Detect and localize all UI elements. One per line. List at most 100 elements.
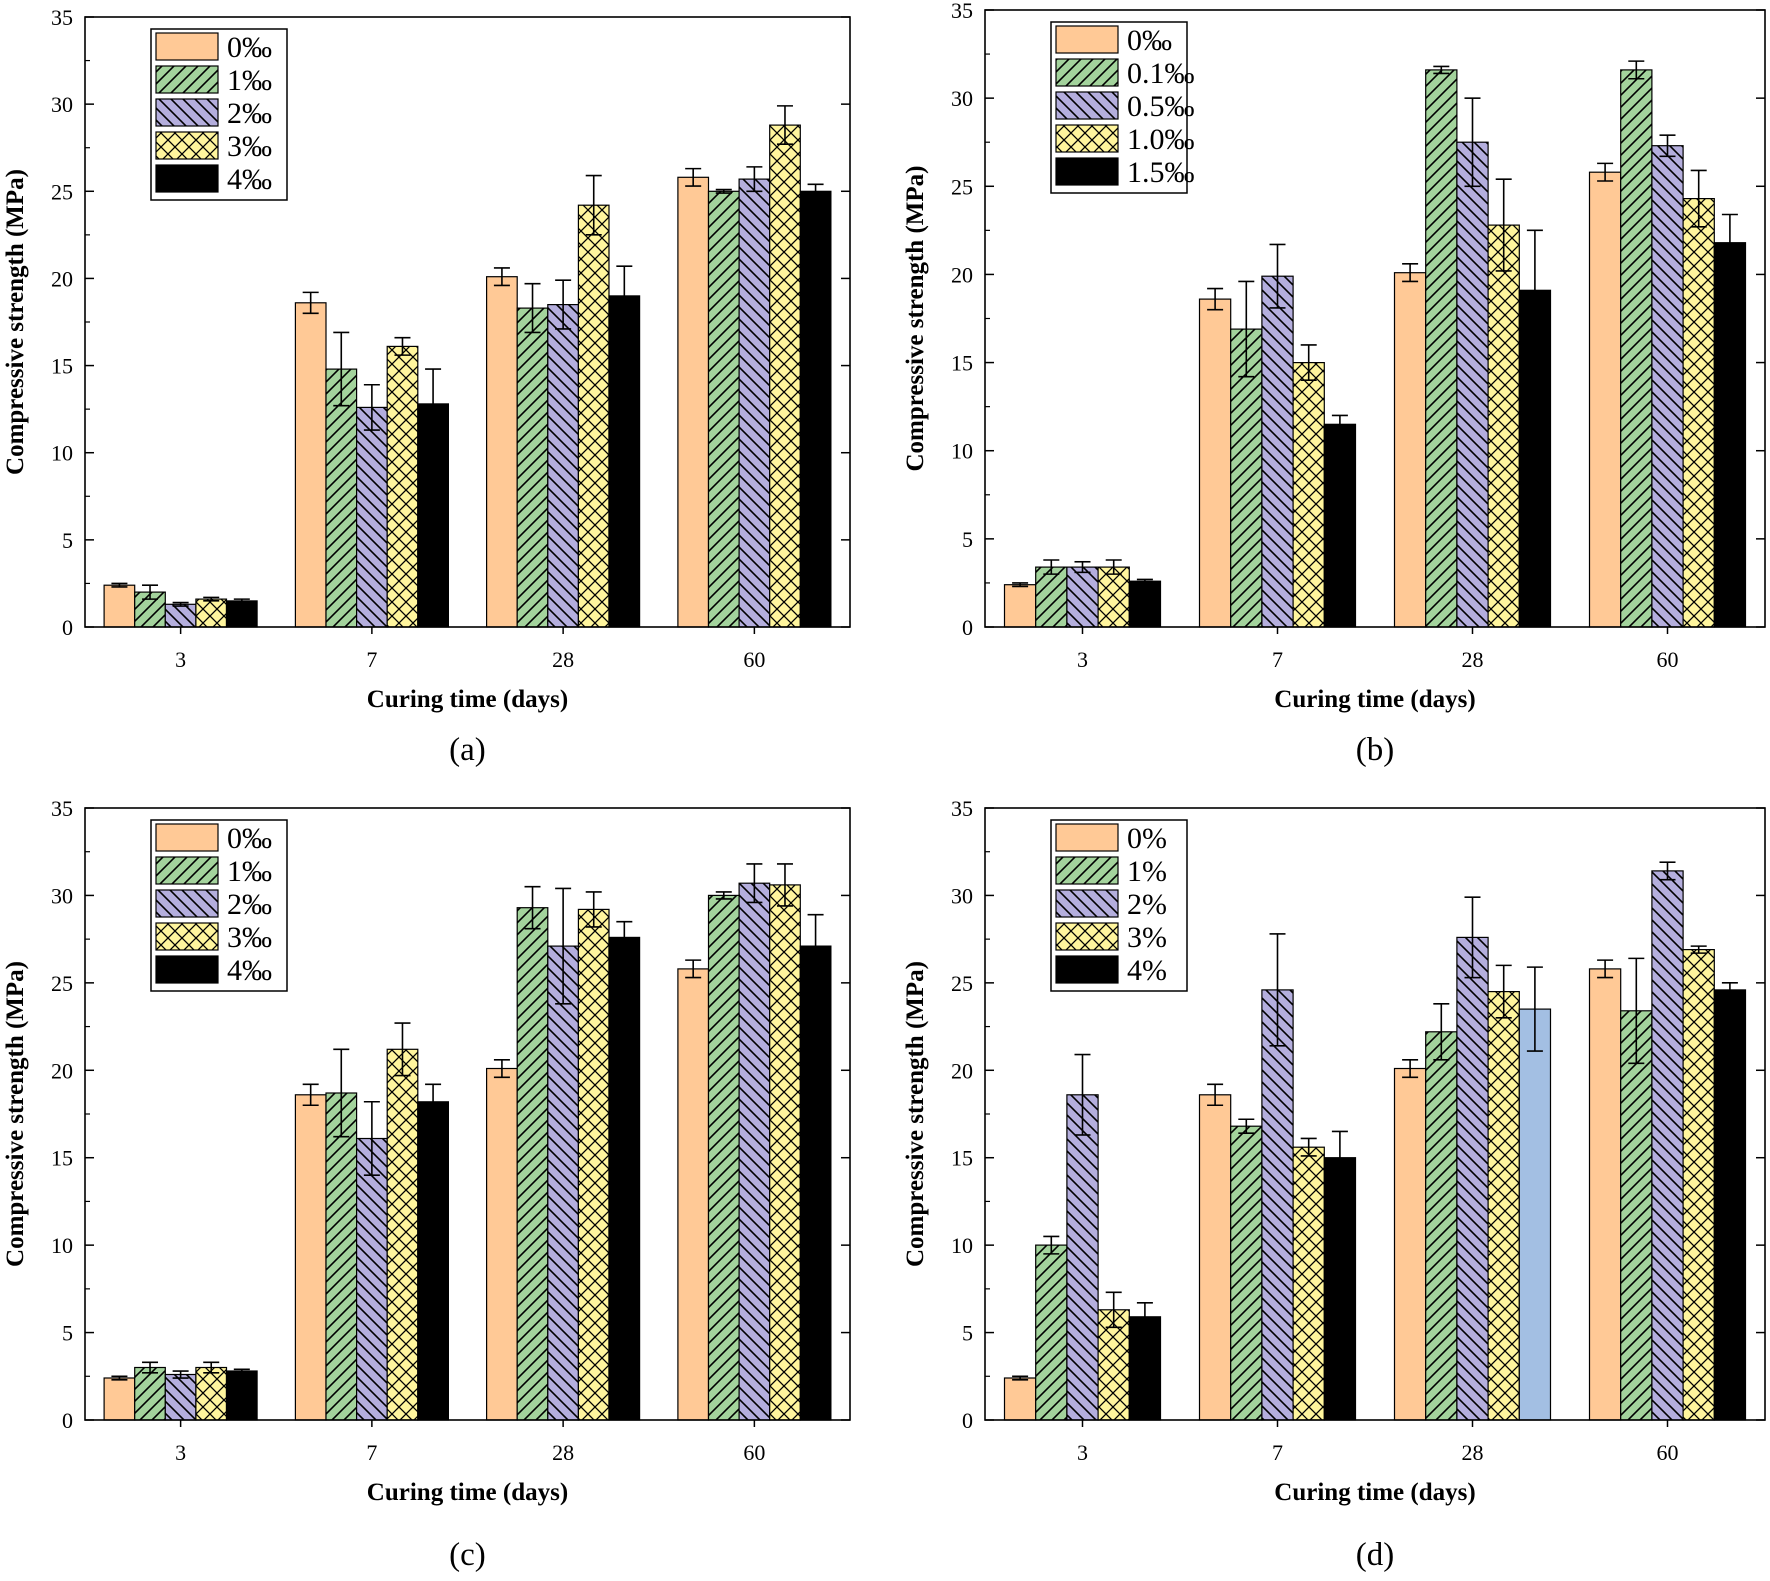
x-tick-label: 3 [1077, 1440, 1088, 1465]
y-tick-label: 35 [51, 796, 73, 821]
bar-1-2 [516, 307, 549, 628]
x-axis-title: Curing time (days) [1274, 1479, 1475, 1506]
error-bar-1-0 [1043, 1235, 1060, 1255]
legend: 0%1%2%3%4% [1050, 819, 1188, 992]
legend-label-0: 0‰ [227, 31, 272, 64]
legend-label-1: 1% [1127, 855, 1167, 888]
error-bar-4-2 [1526, 966, 1543, 1052]
error-bar-1-1 [333, 331, 350, 407]
bar-0-3 [677, 176, 710, 628]
error-bar-1-2 [1433, 65, 1450, 75]
error-bar-2-2 [1464, 97, 1481, 188]
error-bar-4-3 [807, 913, 824, 979]
y-tick-label: 30 [951, 883, 973, 908]
error-bar-4-1 [1331, 414, 1348, 434]
bar-3-3 [769, 884, 801, 1421]
bar-3-0 [195, 1366, 228, 1421]
legend-swatch-0 [1055, 25, 1119, 54]
error-bar-2-2 [555, 887, 572, 1005]
error-bar-0-1 [1207, 287, 1224, 311]
y-axis-title: Compressive strength (MPa) [2, 169, 29, 475]
error-bar-0-0 [1012, 582, 1029, 588]
error-bar-3-2 [585, 174, 602, 236]
bar-2-0 [1066, 1094, 1099, 1421]
y-axis-title: Compressive strength (MPa) [902, 166, 929, 472]
bar-2-1 [356, 1137, 388, 1421]
y-tick-label: 20 [51, 266, 73, 291]
error-bar-3-2 [585, 891, 602, 928]
y-tick-label: 10 [51, 441, 73, 466]
error-bar-4-2 [616, 265, 633, 327]
chart-panel-0: 0 5 10 15 20 25 30 35 3 7 28 60 Curing time (days) Co… [2, 5, 851, 768]
error-bar-0-3 [685, 959, 702, 979]
bar-0-2 [1393, 1067, 1427, 1421]
legend-swatch-2 [1055, 91, 1119, 120]
legend-label-3: 3‰ [227, 130, 272, 163]
y-tick-label: 5 [962, 527, 973, 552]
legend: 0‰1‰2‰3‰4‰ [150, 28, 288, 201]
legend-label-2: 0.5‰ [1127, 90, 1195, 123]
error-bar-0-2 [493, 1058, 510, 1079]
y-tick-label: 15 [51, 1146, 73, 1171]
y-tick-label: 15 [51, 354, 73, 379]
y-tick-label: 5 [62, 528, 73, 553]
error-bar-0-3 [685, 167, 702, 187]
legend-label-4: 1.5‰ [1127, 156, 1195, 189]
bar-1-3 [707, 894, 740, 1421]
bar-3-1 [386, 1048, 419, 1421]
bar-1-1 [1230, 1125, 1263, 1421]
bar-2-0 [164, 603, 197, 628]
legend-swatch-0 [155, 823, 219, 852]
error-bar-2-3 [746, 166, 763, 193]
x-tick-label: 7 [366, 1440, 377, 1465]
bar-0-1 [1198, 1094, 1232, 1421]
error-bar-4-2 [1526, 229, 1543, 352]
x-axis-title: Curing time (days) [1274, 686, 1475, 713]
bar-4-3 [1713, 242, 1747, 628]
error-bar-0-0 [1012, 1375, 1029, 1381]
legend-swatch-4 [1055, 157, 1119, 186]
y-tick-label: 10 [51, 1233, 73, 1258]
bar-3-2 [577, 908, 610, 1421]
legend-swatch-4 [155, 955, 219, 984]
x-tick-label: 28 [1462, 1440, 1484, 1465]
x-tick-label: 7 [1272, 647, 1283, 672]
bar-4-0 [225, 600, 258, 628]
bar-2-1 [1261, 989, 1294, 1421]
bar-1-3 [1620, 1010, 1653, 1421]
x-tick-label: 60 [743, 1440, 765, 1465]
error-bar-3-1 [394, 336, 411, 356]
bar-2-3 [1651, 870, 1684, 1421]
legend-label-2: 2‰ [227, 888, 272, 921]
error-bar-1-0 [142, 584, 159, 600]
chart-panel-1: 0 5 10 15 20 25 30 35 3 7 28 60 Curing time (days) Co… [902, 0, 1766, 768]
bar-1-1 [325, 368, 358, 628]
legend-label-0: 0‰ [227, 822, 272, 855]
y-tick-label: 35 [51, 5, 73, 30]
bar-3-1 [1292, 362, 1325, 628]
bar-2-2 [547, 304, 579, 628]
error-bar-3-3 [1690, 945, 1707, 954]
bar-3-2 [1487, 224, 1520, 628]
legend: 0‰0.1‰0.5‰1.0‰1.5‰ [1050, 21, 1195, 194]
bar-0-0 [1003, 1377, 1037, 1421]
error-bar-0-3 [1597, 162, 1614, 182]
error-bar-2-1 [363, 1100, 380, 1176]
error-bar-2-1 [1269, 933, 1286, 1047]
bar-2-3 [1651, 145, 1684, 628]
x-tick-label: 3 [175, 1440, 186, 1465]
bar-4-1 [1323, 423, 1357, 628]
error-bar-3-3 [776, 105, 793, 146]
x-axis-title: Curing time (days) [367, 1479, 568, 1506]
bar-3-0 [195, 598, 228, 628]
error-bar-2-3 [1659, 134, 1676, 158]
legend-label-0: 0‰ [1127, 24, 1172, 57]
error-bar-2-0 [172, 601, 189, 607]
bar-1-3 [1620, 69, 1653, 628]
bar-3-1 [386, 345, 419, 628]
error-bar-4-0 [233, 598, 250, 604]
legend-swatch-2 [155, 889, 219, 918]
bar-3-0 [1097, 566, 1130, 628]
error-bar-0-2 [493, 267, 510, 287]
